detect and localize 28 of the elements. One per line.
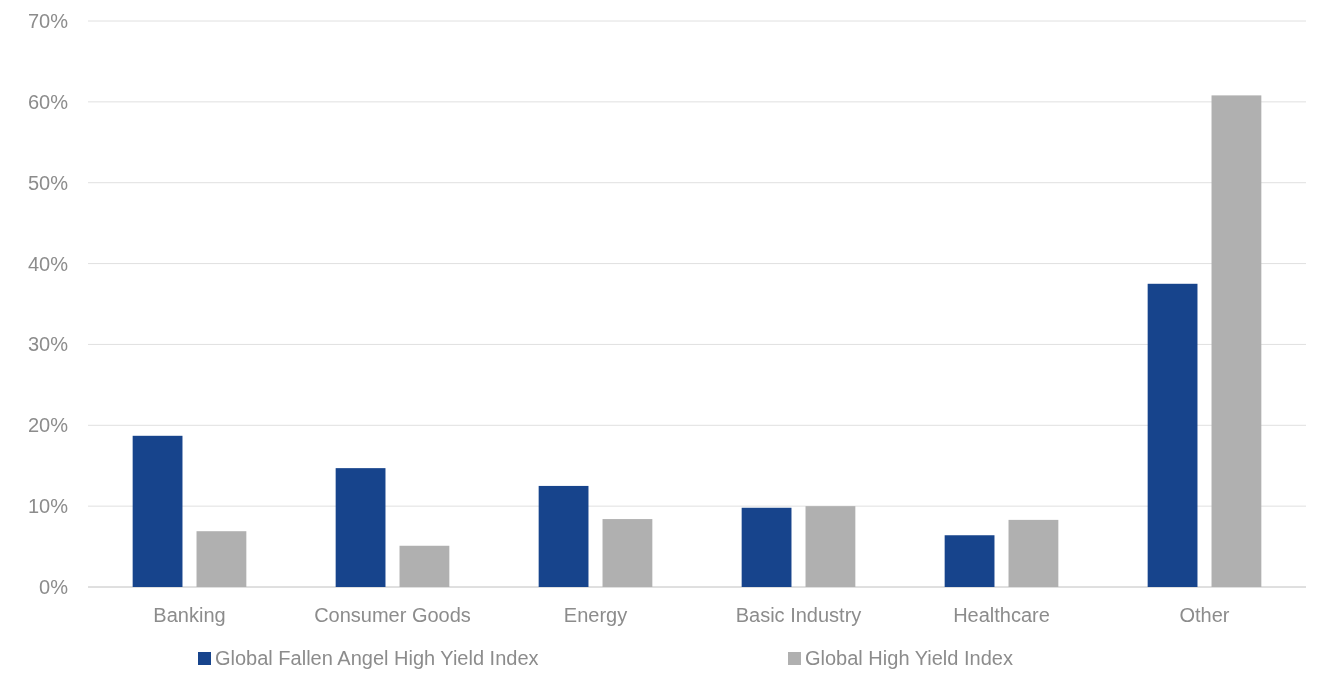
bar — [1147, 283, 1198, 587]
x-tick-label: Other — [1179, 604, 1230, 626]
x-tick-label: Healthcare — [953, 604, 1050, 626]
y-tick-label: 10% — [27, 495, 69, 518]
y-tick-label: 0% — [39, 576, 69, 598]
x-tick-label: Basic Industry — [735, 604, 862, 626]
bar — [196, 531, 247, 587]
bar — [805, 506, 856, 587]
y-tick-label: 40% — [27, 252, 69, 275]
bar — [1211, 95, 1262, 587]
bar — [132, 435, 183, 587]
y-tick-label: 60% — [27, 90, 69, 113]
bar — [538, 485, 589, 587]
bar — [335, 468, 386, 587]
x-tick-label: Banking — [153, 604, 226, 626]
y-tick-label: 50% — [27, 171, 69, 194]
bar — [944, 535, 995, 587]
y-tick-label: 30% — [27, 333, 69, 356]
y-tick-label: 20% — [27, 414, 69, 437]
y-tick-label: 70% — [27, 10, 69, 32]
bar — [1008, 519, 1059, 587]
bar — [602, 519, 653, 587]
legend-label: Global High Yield Index — [805, 647, 1013, 669]
x-tick-label: Consumer Goods — [314, 604, 471, 626]
bar — [741, 507, 792, 587]
bar — [399, 545, 450, 587]
x-tick-label: Energy — [563, 604, 628, 626]
legend-label: Global Fallen Angel High Yield Index — [215, 647, 539, 669]
